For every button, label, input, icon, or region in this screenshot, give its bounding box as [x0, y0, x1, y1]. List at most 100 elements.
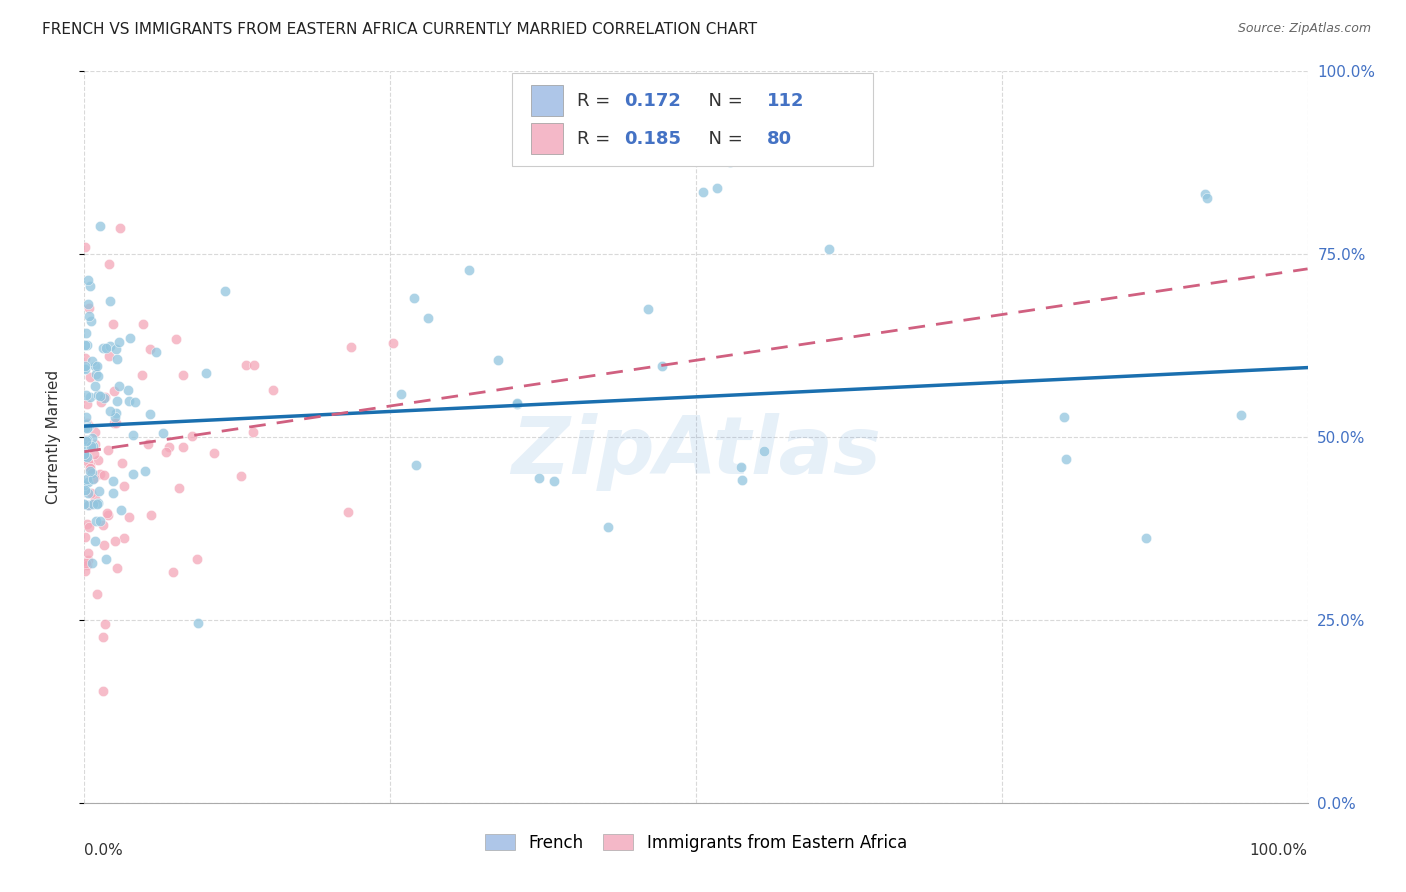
Point: [194, 366, 217, 380]
Point: [86, 514, 108, 528]
Point: [818, 242, 841, 256]
Point: [94, 617, 117, 632]
Point: [1194, 187, 1216, 202]
Point: [75, 326, 97, 341]
Point: [108, 379, 131, 393]
Point: [105, 351, 128, 366]
Point: [86, 497, 108, 511]
Point: [82, 439, 104, 453]
Point: [90, 394, 112, 409]
Point: [157, 441, 180, 455]
Point: [155, 444, 177, 458]
Point: [105, 394, 128, 409]
Point: [242, 425, 264, 439]
Point: [167, 481, 190, 495]
Point: [77, 273, 100, 287]
Point: [80, 439, 103, 453]
Point: [405, 458, 427, 472]
Text: Source: ZipAtlas.com: Source: ZipAtlas.com: [1237, 22, 1371, 36]
Text: N =: N =: [697, 92, 748, 110]
Point: [75, 409, 97, 424]
Point: [77, 520, 100, 534]
Text: 112: 112: [766, 92, 804, 110]
Text: R =: R =: [578, 129, 616, 147]
Point: [93, 539, 115, 553]
Point: [131, 368, 153, 382]
Point: [77, 553, 100, 567]
Point: [75, 362, 97, 376]
Text: 100.0%: 100.0%: [1250, 843, 1308, 858]
Point: [84, 359, 107, 373]
Point: [103, 384, 125, 399]
Point: [79, 461, 101, 475]
Point: [416, 311, 439, 326]
Point: [84, 534, 107, 549]
Point: [87, 369, 110, 384]
Point: [718, 155, 741, 169]
Point: [172, 368, 194, 383]
Point: [122, 467, 145, 481]
Point: [103, 416, 125, 430]
Text: 0.185: 0.185: [624, 129, 681, 147]
Bar: [531, 123, 562, 154]
Point: [83, 471, 105, 485]
Point: [75, 351, 97, 366]
Point: [97, 442, 120, 457]
Point: [89, 467, 111, 481]
Point: [139, 407, 162, 421]
Point: [82, 497, 104, 511]
Point: [103, 486, 125, 500]
Point: [131, 317, 153, 331]
Point: [75, 449, 97, 463]
Point: [117, 393, 139, 408]
Point: [262, 384, 284, 398]
Point: [165, 332, 187, 346]
Point: [80, 431, 103, 445]
Point: [97, 508, 120, 523]
Point: [80, 314, 103, 328]
Point: [1053, 410, 1076, 425]
Point: [117, 383, 139, 397]
Point: [80, 557, 103, 571]
Point: [229, 469, 252, 483]
Point: [136, 436, 159, 450]
Point: [73, 337, 96, 351]
Point: [457, 262, 479, 277]
Point: [76, 397, 98, 411]
Point: [98, 403, 121, 417]
Point: [187, 615, 209, 630]
Point: [97, 349, 120, 363]
Point: [82, 438, 104, 452]
Point: [752, 443, 775, 458]
Text: R =: R =: [578, 92, 616, 110]
Point: [77, 309, 100, 323]
Point: [76, 421, 98, 435]
Point: [104, 343, 127, 357]
Point: [98, 293, 121, 308]
Point: [101, 474, 124, 488]
Point: [96, 552, 118, 566]
Point: [75, 439, 97, 453]
Point: [637, 301, 659, 316]
Point: [505, 396, 527, 410]
Point: [121, 427, 143, 442]
Point: [89, 514, 111, 528]
Point: [139, 508, 162, 522]
Point: [134, 464, 156, 478]
Point: [79, 461, 101, 475]
Point: [75, 450, 97, 465]
Point: [145, 344, 167, 359]
Point: [79, 485, 101, 500]
Point: [93, 392, 115, 406]
Point: [75, 388, 97, 402]
Text: 0.172: 0.172: [624, 92, 681, 110]
Point: [214, 284, 236, 298]
Point: [79, 390, 101, 404]
Point: [651, 359, 673, 373]
Point: [104, 410, 127, 425]
Point: [73, 530, 96, 544]
Point: [108, 334, 131, 349]
Point: [107, 561, 129, 575]
Point: [112, 479, 135, 493]
Point: [91, 684, 114, 698]
